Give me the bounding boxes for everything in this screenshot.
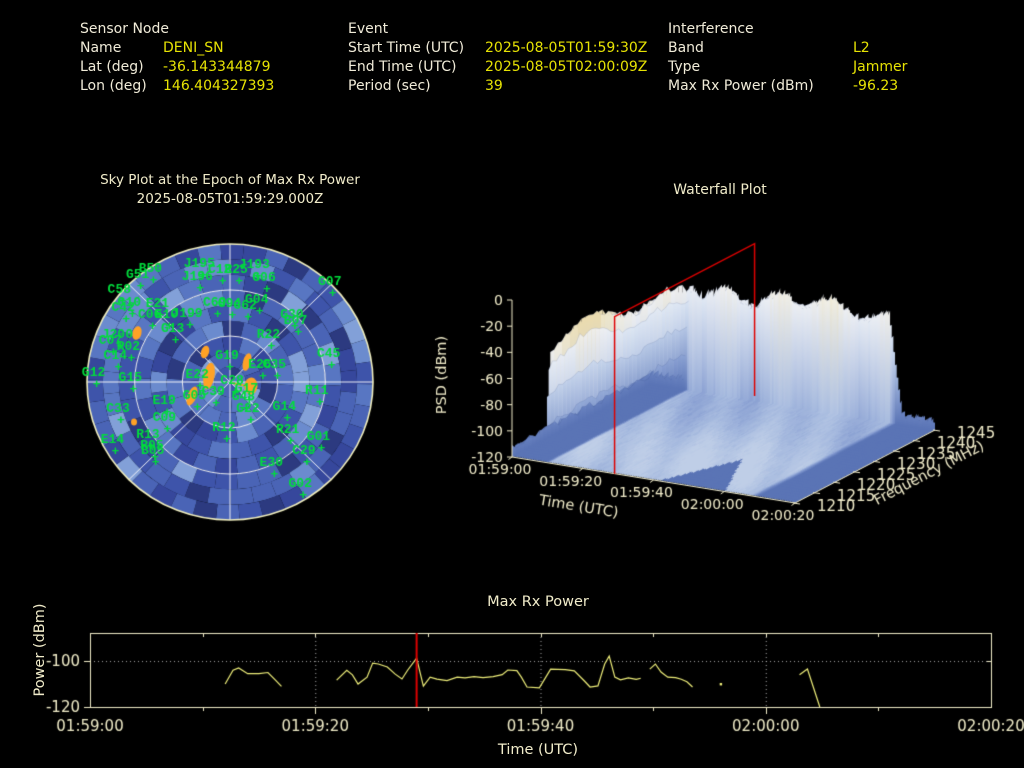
field-value: 2025-08-05T02:00:09Z	[485, 59, 648, 75]
field-value: -36.143344879	[163, 59, 271, 75]
field-label: Band	[668, 40, 704, 56]
field-value: 39	[485, 78, 503, 94]
sky-plot-title-line2: 2025-08-05T01:59:29.000Z	[136, 191, 324, 207]
event-start-row: Start Time (UTC) 2025-08-05T01:59:30Z	[348, 39, 647, 58]
field-value: DENI_SN	[163, 40, 224, 56]
power-plot-canvas	[0, 585, 1024, 768]
field-label: Type	[668, 59, 701, 75]
field-value: L2	[853, 40, 870, 56]
waterfall-plot-title: Waterfall Plot	[673, 182, 767, 198]
event-period-row: Period (sec) 39	[348, 77, 647, 96]
sensor-node-title: Sensor Node	[80, 21, 169, 37]
field-value: Jammer	[853, 59, 908, 75]
field-label: Name	[80, 40, 122, 56]
field-label: End Time (UTC)	[348, 59, 457, 75]
interference-type-row: Type Jammer	[668, 58, 907, 77]
sky-plot-canvas	[80, 236, 381, 529]
field-label: Lon (deg)	[80, 78, 147, 94]
sensor-node-panel: Sensor Node Name DENI_SN Lat (deg) -36.143…	[80, 20, 274, 96]
event-end-row: End Time (UTC) 2025-08-05T02:00:09Z	[348, 58, 647, 77]
interference-band-row: Band L2	[668, 39, 907, 58]
field-label: Lat (deg)	[80, 59, 144, 75]
interference-title: Interference	[668, 21, 754, 37]
field-label: Max Rx Power (dBm)	[668, 78, 814, 94]
field-label: Period (sec)	[348, 78, 431, 94]
event-panel: Event Start Time (UTC) 2025-08-05T01:59:3…	[348, 20, 647, 96]
sensor-lat-row: Lat (deg) -36.143344879	[80, 58, 274, 77]
field-label: Start Time (UTC)	[348, 40, 465, 56]
field-value: 146.404327393	[163, 78, 275, 94]
field-value: -96.23	[853, 78, 899, 94]
interference-power-row: Max Rx Power (dBm) -96.23	[668, 77, 907, 96]
sensor-name-row: Name DENI_SN	[80, 39, 274, 58]
waterfall-plot-canvas	[430, 225, 1024, 535]
sensor-lon-row: Lon (deg) 146.404327393	[80, 77, 274, 96]
field-value: 2025-08-05T01:59:30Z	[485, 40, 648, 56]
event-title: Event	[348, 21, 389, 37]
sky-plot-title-line1: Sky Plot at the Epoch of Max Rx Power	[100, 172, 360, 188]
interference-panel: Interference Band L2 Type Jammer Max Rx Po…	[668, 20, 907, 96]
sky-plot-title: Sky Plot at the Epoch of Max Rx Power 20…	[58, 171, 402, 209]
